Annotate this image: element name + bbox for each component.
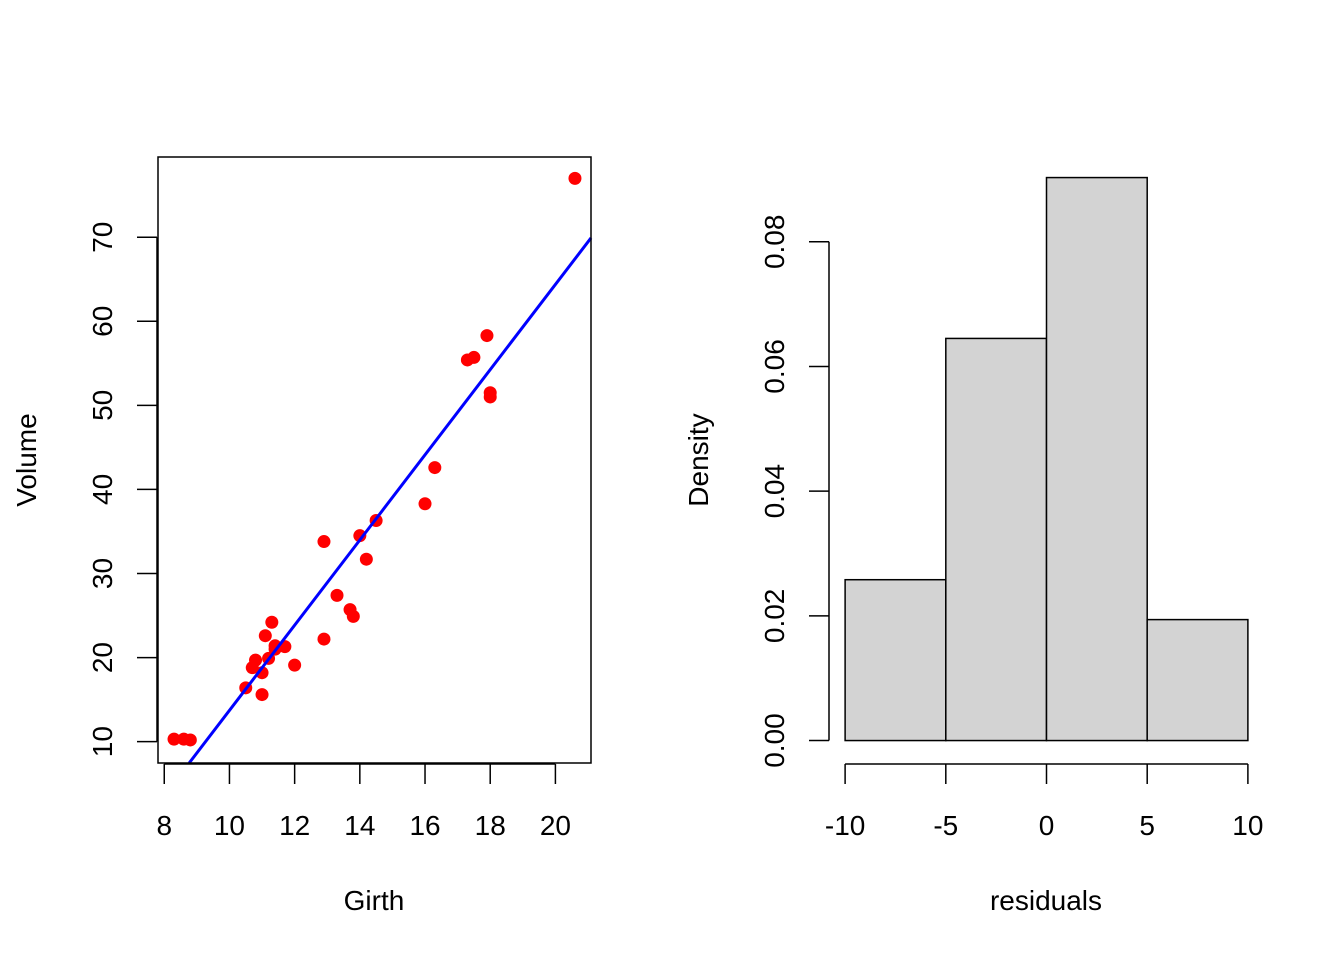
scatter-y-tick-label: 30 bbox=[87, 558, 118, 589]
histogram-x-tick-label: 5 bbox=[1139, 810, 1155, 841]
histogram-bar bbox=[844, 578, 947, 742]
scatter-point bbox=[268, 639, 282, 653]
histogram-bar bbox=[1045, 176, 1148, 742]
scatter-point bbox=[418, 497, 432, 511]
histogram-x-axis: -10 -5 0 5 10 bbox=[825, 763, 1263, 841]
histogram-x-axis-title: residuals bbox=[990, 885, 1102, 916]
scatter-y-tick-label: 70 bbox=[87, 222, 118, 253]
histogram-panel: -10 -5 0 5 10 0.00 0.02 0.04 0.06 0.08 residuals… bbox=[683, 176, 1263, 916]
scatter-x-tick-label: 14 bbox=[344, 810, 375, 841]
histogram-bars bbox=[844, 176, 1249, 742]
histogram-y-tick-label: 0.00 bbox=[759, 713, 790, 768]
histogram-x-tick-label: -10 bbox=[825, 810, 865, 841]
histogram-x-tick-label: 10 bbox=[1232, 810, 1263, 841]
scatter-y-tick-label: 40 bbox=[87, 474, 118, 505]
scatter-point bbox=[258, 629, 272, 643]
scatter-point bbox=[255, 666, 269, 680]
histogram-y-tick-label: 0.06 bbox=[759, 339, 790, 394]
scatter-panel: 8 10 12 14 16 18 20 10 20 30 40 50 60 70 Girth Volum… bbox=[11, 156, 593, 916]
histogram-x-tick-label: -5 bbox=[933, 810, 958, 841]
scatter-y-tick-label: 50 bbox=[87, 390, 118, 421]
scatter-point bbox=[353, 529, 367, 543]
scatter-points bbox=[167, 171, 582, 747]
histogram-y-axis-title: Density bbox=[683, 413, 714, 506]
scatter-point bbox=[317, 632, 331, 646]
histogram-y-tick-label: 0.08 bbox=[759, 215, 790, 270]
scatter-point bbox=[480, 329, 494, 343]
scatter-point bbox=[288, 658, 302, 672]
scatter-y-tick-label: 20 bbox=[87, 642, 118, 673]
histogram-x-tick-label: 0 bbox=[1039, 810, 1055, 841]
scatter-x-axis: 8 10 12 14 16 18 20 bbox=[156, 763, 571, 841]
scatter-point bbox=[467, 350, 481, 364]
scatter-x-tick-label: 8 bbox=[156, 810, 172, 841]
histogram-bar bbox=[1146, 618, 1249, 742]
histogram-bar bbox=[945, 337, 1048, 742]
regression-line bbox=[187, 237, 593, 764]
scatter-point bbox=[249, 653, 263, 667]
scatter-point bbox=[483, 390, 497, 404]
scatter-y-axis: 10 20 30 40 50 60 70 bbox=[87, 222, 158, 757]
scatter-x-tick-label: 12 bbox=[279, 810, 310, 841]
histogram-y-tick-label: 0.04 bbox=[759, 464, 790, 519]
scatter-x-tick-label: 16 bbox=[409, 810, 440, 841]
scatter-point bbox=[568, 171, 582, 185]
histogram-y-axis: 0.00 0.02 0.04 0.06 0.08 bbox=[759, 215, 830, 768]
histogram-y-tick-label: 0.02 bbox=[759, 589, 790, 644]
scatter-point bbox=[346, 609, 360, 623]
scatter-point bbox=[183, 733, 197, 747]
scatter-point bbox=[317, 535, 331, 549]
scatter-point bbox=[330, 588, 344, 602]
scatter-y-axis-title: Volume bbox=[11, 413, 42, 506]
scatter-y-tick-label: 10 bbox=[87, 726, 118, 757]
scatter-point bbox=[255, 688, 269, 702]
scatter-point bbox=[428, 461, 442, 475]
scatter-x-tick-label: 10 bbox=[214, 810, 245, 841]
scatter-point bbox=[359, 552, 373, 566]
scatter-x-tick-label: 18 bbox=[475, 810, 506, 841]
scatter-plot-frame bbox=[157, 156, 592, 764]
scatter-point bbox=[265, 615, 279, 629]
scatter-point bbox=[167, 732, 181, 746]
scatter-y-tick-label: 60 bbox=[87, 306, 118, 337]
scatter-x-axis-title: Girth bbox=[344, 885, 405, 916]
scatter-x-tick-label: 20 bbox=[540, 810, 571, 841]
